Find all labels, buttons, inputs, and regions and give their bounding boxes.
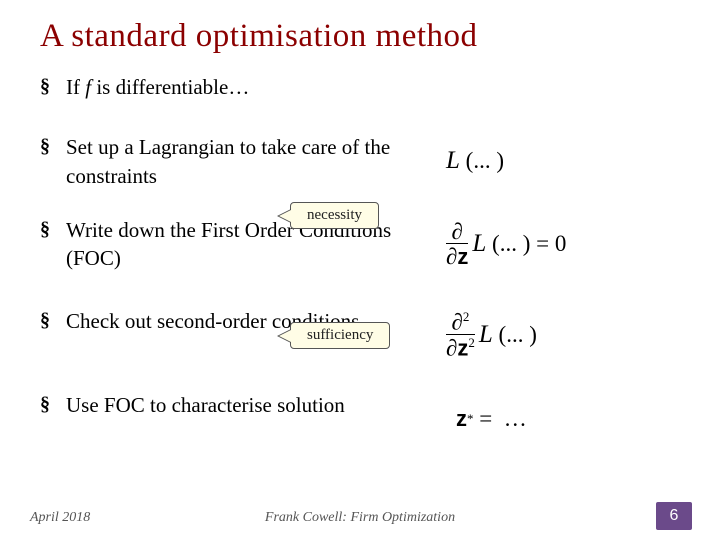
math-lagrangian: L (... ) [406, 133, 690, 189]
math-solution: z* = … [426, 391, 690, 447]
math-soc: ∂2 ∂z2 L (... ) [406, 307, 690, 363]
bullet-row-1: § If f is differentiable… [40, 73, 690, 101]
slide-container: A standard optimisation method § If f is… [0, 0, 720, 540]
bullet-row-2: § Set up a Lagrangian to take care of th… [40, 133, 690, 190]
bullet-glyph: § [40, 391, 66, 417]
soc-num: ∂2 [452, 310, 470, 334]
page-number-badge: 6 [656, 502, 692, 530]
bullet-row-5: § Use FOC to characterise solution z* = … [40, 391, 690, 447]
footer-attribution: Frank Cowell: Firm Optimization [0, 510, 720, 526]
bubble-necessity: necessity [290, 202, 379, 229]
bullet-glyph: § [40, 73, 66, 99]
bullet-glyph: § [40, 307, 66, 333]
foc-num: ∂ [452, 220, 463, 243]
foc-den: ∂z [446, 243, 468, 268]
bullet-text-1: If f is differentiable… [66, 73, 406, 101]
bullet-glyph: § [40, 216, 66, 242]
soc-den: ∂z2 [446, 334, 475, 360]
bullet-glyph: § [40, 133, 66, 159]
bullet-text-2: Set up a Lagrangian to take care of the … [66, 133, 406, 190]
math-foc: ∂ ∂z L (... ) = 0 [406, 216, 690, 272]
slide-title: A standard optimisation method [40, 18, 690, 55]
bubble-sufficiency: sufficiency [290, 322, 390, 349]
bullet-text-5: Use FOC to characterise solution [66, 391, 426, 419]
